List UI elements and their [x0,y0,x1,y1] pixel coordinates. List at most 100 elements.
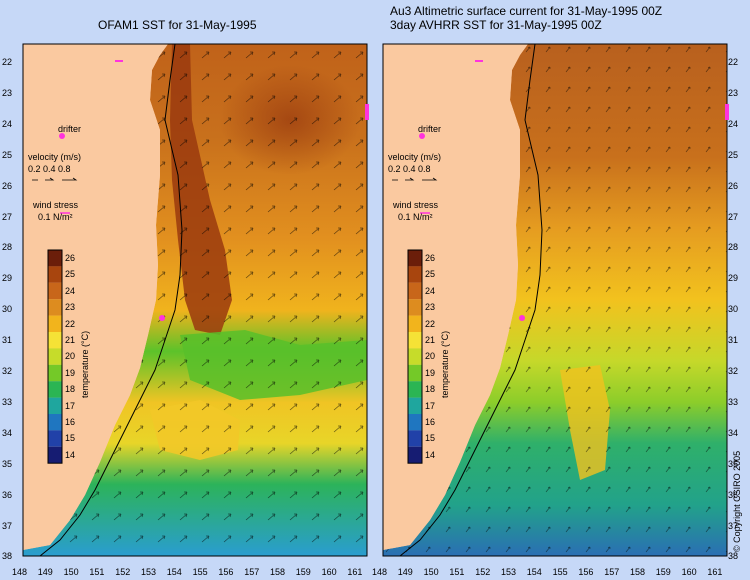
lat-tick-right: 34 [728,427,739,438]
lat-tick-right: 24 [728,118,739,129]
colorbar-tick-right: 19 [425,367,436,378]
colorbar-swatch [48,299,62,316]
colorbar-swatch [48,397,62,414]
lat-tick-right: 33 [728,396,739,407]
colorbar-swatch [48,414,62,431]
lat-tick-right: 28 [728,242,739,253]
lat-tick-right: 25 [728,149,739,160]
colorbar-swatch [48,332,62,349]
lon-tick-left: 153 [141,567,157,577]
colorbar-swatch [408,299,422,316]
left-map-panel [22,43,368,557]
lon-tick-right: 155 [552,567,568,577]
colorbar-swatch [48,315,62,332]
right-colorbar [407,249,423,464]
left-wind-value: 0.1 N/m² [38,212,73,222]
lat-tick-right: 32 [728,366,739,376]
lat-tick-left: 26 [2,180,13,191]
left-drifter-label: drifter [58,124,82,134]
colorbar-tick-right: 17 [425,400,436,411]
colorbar-tick-right: 18 [425,384,436,395]
right-velocity-label: velocity (m/s) [388,152,442,162]
left-colorbar [47,249,63,464]
lat-tick-right: 31 [728,335,739,346]
lon-tick-left: 149 [37,567,53,577]
lon-tick-left: 151 [89,567,105,577]
lat-tick-left: 24 [2,118,13,129]
lon-tick-left: 154 [166,567,182,577]
lat-tick-right: 23 [728,87,739,98]
colorbar-swatch [48,430,62,447]
colorbar-swatch [408,381,422,398]
colorbar-swatch [408,430,422,447]
velocity-scale-arrows [32,177,438,181]
colorbar-tick-right: 23 [425,302,436,313]
colorbar-swatch [48,446,62,464]
colorbar-tick-left: 21 [65,335,76,345]
left-colorbar-title: temperature (°C) [80,330,90,398]
lat-tick-left: 27 [2,211,13,222]
lon-tick-right: 159 [655,567,671,577]
lat-tick-left: 36 [2,489,13,500]
colorbar-swatch [408,315,422,332]
lon-tick-right: 150 [423,567,439,577]
left-velocity-label: velocity (m/s) [28,152,82,162]
colorbar-swatch [408,266,422,283]
colorbar-tick-left: 22 [65,318,76,329]
right-map-title-line2: 3day AVHRR SST for 31-May-1995 00Z [390,18,602,32]
lat-tick-left: 31 [2,335,13,346]
colorbar-tick-left: 16 [65,417,76,427]
lon-tick-left: 155 [192,567,208,577]
lon-tick-left: 148 [12,567,28,577]
colorbar-tick-left: 14 [65,449,76,460]
lon-tick-right: 149 [397,567,413,577]
colorbar-swatch [408,446,422,464]
colorbar-tick-left: 23 [65,302,76,313]
lat-tick-left: 32 [2,366,13,376]
lat-tick-right: 22 [728,57,739,67]
colorbar-tick-right: 22 [425,318,436,329]
right-map-title-line1: Au3 Altimetric surface current for 31-Ma… [390,4,663,18]
lat-tick-left: 29 [2,273,13,284]
colorbar-tick-right: 20 [425,351,436,362]
right-drifter-label: drifter [418,124,442,134]
lon-tick-right: 154 [526,567,542,577]
drifter-markers [59,60,729,321]
lon-tick-right: 160 [681,567,697,577]
lat-tick-right: 27 [728,211,739,222]
colorbar-tick-right: 21 [425,335,436,345]
lon-tick-right: 158 [630,567,646,577]
lat-tick-right: 37 [728,520,739,531]
lon-tick-right: 152 [475,567,491,577]
lon-tick-left: 150 [63,567,79,577]
lon-tick-right: 161 [707,567,723,577]
lon-tick-left: 152 [115,567,131,577]
lat-tick-right: 29 [728,273,739,284]
colorbar-swatch [48,266,62,283]
colorbar-swatch [408,332,422,349]
lat-tick-left: 37 [2,520,13,531]
lat-tick-left: 34 [2,427,13,438]
colorbar-swatch [408,414,422,431]
lat-tick-left: 25 [2,149,13,160]
colorbar-tick-left: 20 [65,351,76,362]
colorbar-swatch [408,397,422,414]
lat-tick-right: 35 [728,458,739,469]
colorbar-tick-left: 25 [65,269,76,280]
colorbar-tick-left: 19 [65,367,76,378]
colorbar-swatch [408,282,422,300]
colorbar-swatch [48,282,62,300]
right-wind-label: wind stress [393,200,439,210]
colorbar-swatch [408,348,422,365]
colorbar-tick-right: 16 [425,417,436,427]
right-map-panel [382,43,728,557]
colorbar-swatch [48,250,62,267]
lat-tick-left: 23 [2,87,13,98]
left-map-title: OFAM1 SST for 31-May-1995 [98,18,257,32]
lon-tick-left: 156 [218,567,234,577]
colorbar-swatch [408,364,422,382]
colorbar-swatch [408,250,422,267]
colorbar-swatch [48,348,62,365]
